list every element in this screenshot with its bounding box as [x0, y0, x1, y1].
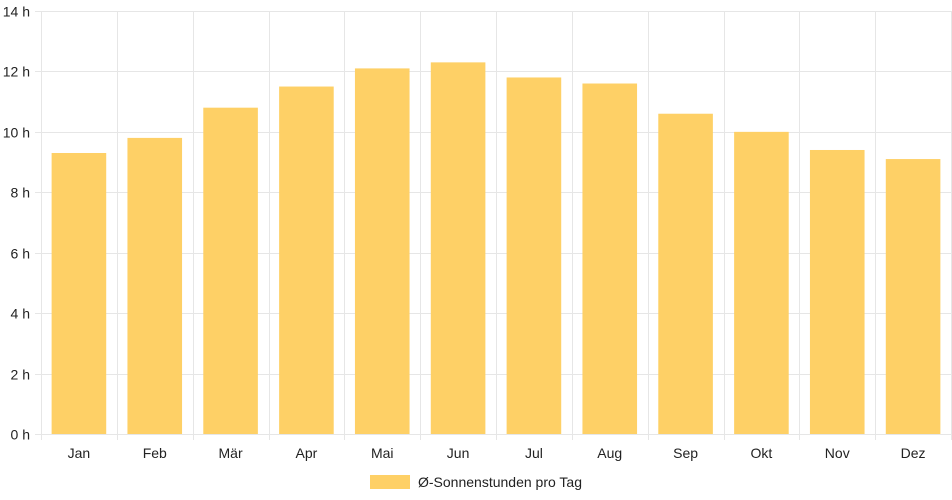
y-tick-label: 0 h: [11, 427, 30, 443]
legend-swatch: [370, 475, 410, 489]
x-tick-label: Dez: [901, 445, 926, 461]
x-tick-label: Okt: [751, 445, 773, 461]
bar-jan[interactable]: [51, 153, 107, 434]
y-tick-label: 14 h: [3, 4, 30, 20]
x-tick-label: Apr: [296, 445, 318, 461]
bar-dez[interactable]: [885, 159, 941, 435]
bar-jul[interactable]: [506, 77, 562, 434]
y-tick-label: 4 h: [11, 306, 30, 322]
bar-sep[interactable]: [658, 113, 713, 434]
y-tick-label: 6 h: [11, 246, 30, 262]
y-tick-label: 10 h: [3, 125, 30, 141]
x-tick-label: Mär: [219, 445, 243, 461]
bar-okt[interactable]: [734, 131, 789, 434]
bar-apr[interactable]: [279, 86, 334, 435]
x-tick-label: Jul: [525, 445, 543, 461]
x-tick-label: Mai: [371, 445, 394, 461]
bar-aug[interactable]: [582, 83, 638, 434]
x-tick-label: Feb: [143, 445, 167, 461]
x-tick-label: Nov: [825, 445, 850, 461]
y-tick-label: 2 h: [11, 367, 30, 383]
y-tick-label: 8 h: [11, 185, 30, 201]
legend-label: Ø-Sonnenstunden pro Tag: [418, 474, 582, 490]
x-tick-label: Aug: [597, 445, 622, 461]
bar-nov[interactable]: [809, 149, 865, 434]
x-tick-label: Sep: [673, 445, 698, 461]
y-tick-label: 12 h: [3, 64, 30, 80]
bar-feb[interactable]: [127, 137, 183, 434]
bar-jun[interactable]: [430, 62, 486, 434]
x-tick-label: Jun: [447, 445, 470, 461]
bar-chart: 0 h 2 h 4 h 6 h 8 h 10 h 12 h 14 h Jan Feb Mär Apr M…: [3, 4, 952, 461]
bar-mai[interactable]: [354, 68, 410, 435]
x-tick-label: Jan: [68, 445, 91, 461]
bar-mär[interactable]: [203, 107, 258, 434]
legend[interactable]: Ø-Sonnenstunden pro Tag: [0, 472, 952, 492]
